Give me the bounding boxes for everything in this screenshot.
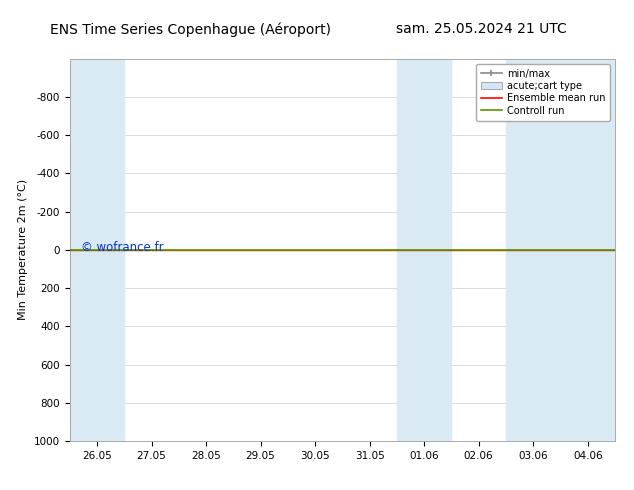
Y-axis label: Min Temperature 2m (°C): Min Temperature 2m (°C) xyxy=(18,179,29,320)
Bar xyxy=(70,59,124,441)
Legend: min/max, acute;cart type, Ensemble mean run, Controll run: min/max, acute;cart type, Ensemble mean … xyxy=(476,64,610,121)
Text: ENS Time Series Copenhague (Aéroport): ENS Time Series Copenhague (Aéroport) xyxy=(49,22,331,37)
Text: © wofrance.fr: © wofrance.fr xyxy=(81,242,164,254)
Bar xyxy=(506,59,615,441)
Bar xyxy=(397,59,451,441)
Text: sam. 25.05.2024 21 UTC: sam. 25.05.2024 21 UTC xyxy=(396,22,567,36)
